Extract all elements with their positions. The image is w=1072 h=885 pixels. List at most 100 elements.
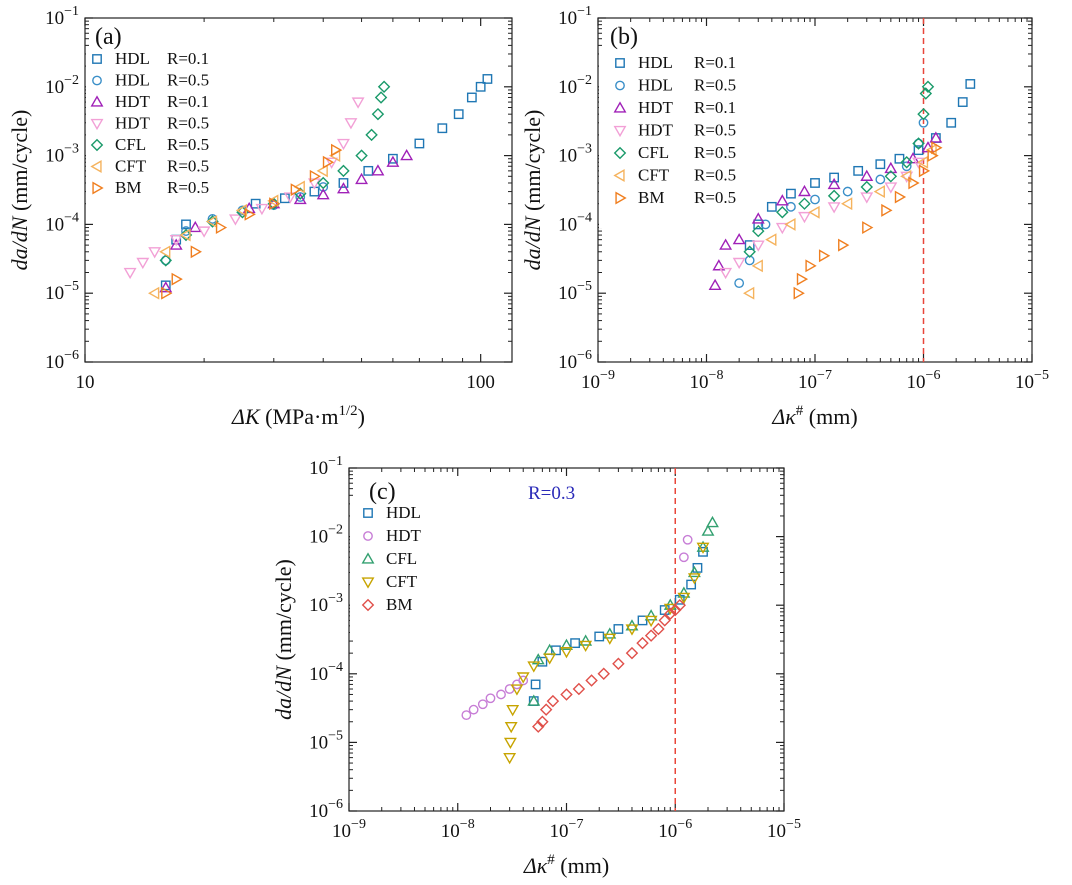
data-point [169,238,183,250]
data-point [753,219,764,230]
data-point [290,183,302,197]
legend-marker [363,531,373,541]
legend-r-label: R=0.5 [167,178,209,197]
legend-marker [90,160,102,173]
data-point [786,201,796,212]
data-point [908,176,920,190]
data-point [316,188,330,200]
series-hdl [528,546,708,706]
data-point [585,674,598,687]
data-point [875,159,886,170]
data-point [594,631,605,642]
data-point [900,171,914,183]
y-axis-label: da/dN (mm/cycle) [7,110,32,271]
data-point [798,184,811,197]
legend-item: HDT [363,526,422,545]
data-point [612,657,625,671]
data-point [658,614,671,627]
data-point [560,688,573,701]
legend-marker [90,95,104,107]
x-tick-label: 10−8 [441,817,475,842]
data-point [503,737,517,750]
legend-r-label: R=0.5 [167,157,209,176]
x-tick-label: 10−8 [690,368,724,393]
data-point [365,128,378,142]
data-point [860,169,874,181]
legend-r-label: R=0.5 [167,135,209,154]
legend-label: CFT [638,166,670,185]
data-point [250,198,261,209]
legend-r-label: R=0.5 [167,71,209,90]
data-point [318,182,329,192]
r-value-annotation: R=0.3 [528,483,575,504]
data-point [510,684,524,696]
legend-marker [613,169,625,182]
data-point [228,214,242,226]
data-point [784,217,796,231]
legend-marker [361,598,375,612]
data-point [827,177,841,190]
legend-marker [90,138,104,152]
data-point [477,699,488,710]
data-point [912,137,925,150]
legend-r-label: R=0.5 [694,166,736,185]
data-point [946,117,957,128]
x-axis-label: ΔK (MPa·m1/2) [231,403,365,429]
data-point [570,638,581,649]
data-point [337,182,350,194]
data-point [363,165,374,176]
data-point [316,176,330,190]
data-point [546,694,560,708]
data-point [516,672,530,684]
data-point [921,80,935,94]
legend-label: HDL [386,503,421,522]
data-point [644,609,658,621]
legend-marker [615,80,625,91]
legend-item: HDL R=0.5 [615,76,736,95]
legend-marker [361,577,375,589]
data-point [827,189,841,203]
series-cft [503,542,710,765]
legend-item: HDT R=0.1 [90,92,209,111]
x-tick-label: 10−5 [767,817,801,842]
data-point [625,624,639,636]
panel-a: 10 100 10−6 10−5 10−4 10−3 10−2 10−1 ΔK (MPa·m1/… [7,4,513,429]
data-point [169,235,183,247]
y-tick-label: 10−4 [45,210,79,235]
data-point [293,192,307,205]
legend-item: CFL R=0.5 [90,135,209,154]
data-point [603,633,617,645]
data-point [355,149,368,162]
legend-label: CFT [115,157,147,176]
legend-background [350,500,450,640]
data-point [842,186,853,197]
panel-c: 10−9 10−8 10−7 10−6 10−5 10−6 10−5 10−4 10−3 10−2… [271,454,801,878]
data-point [148,247,162,259]
data-point [712,259,726,271]
data-point [798,211,811,224]
data-point [503,752,517,765]
data-point [860,180,874,194]
data-point [603,627,617,639]
legend-r-label: R=0.1 [694,53,736,72]
data-point [468,704,479,715]
series-bm [793,141,943,300]
legend-label: CFL [638,143,669,162]
data-point [197,226,211,238]
data-point [504,721,518,734]
y-tick-label: 10−2 [45,73,79,98]
legend-label: BM [638,188,664,207]
data-point [669,603,682,617]
y-tick-label: 10−3 [309,591,343,616]
x-tick-label: 10−7 [798,368,832,393]
x-tick-label: 10−9 [332,817,366,842]
data-point [338,178,349,188]
data-point [696,542,710,554]
data-point [437,123,448,134]
data-point [687,573,701,585]
legend-marker [613,146,627,160]
legend-r-label: R=0.1 [167,49,209,68]
data-point [929,131,943,143]
data-point [743,286,755,300]
data-point [931,141,943,155]
